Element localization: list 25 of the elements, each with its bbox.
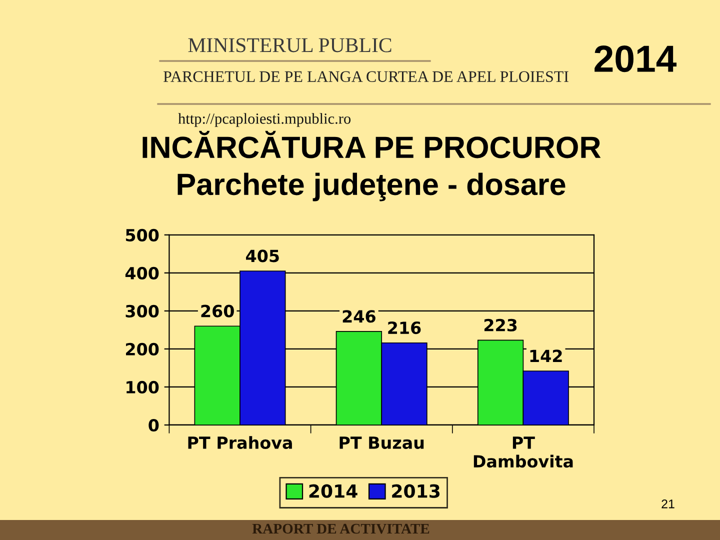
legend-label: 2013	[392, 484, 440, 498]
y-tick-label: 200	[126, 342, 159, 356]
y-tick-label: 0	[148, 418, 159, 432]
text: MINISTERUL PUBLIC	[188, 38, 392, 52]
chart-title: INCĂRCĂTURA PE PROCUROR	[142, 130, 601, 158]
x-tick-label: PT Buzau	[340, 436, 424, 449]
text: 2014	[594, 46, 677, 72]
text: PARCHETUL DE PE LANGA CURTEA DE APEL PLOIESTI	[164, 71, 568, 82]
y-tick-label: 300	[126, 304, 159, 318]
data-label: 223	[484, 318, 517, 332]
x-tick-label: PT Dambovita	[474, 436, 573, 468]
y-tick-label: 500	[126, 228, 159, 242]
y-tick-label: 400	[125, 266, 159, 280]
legend-label: 2014	[309, 484, 358, 498]
text: http://pcaploiesti.mpublic.ro	[178, 113, 351, 127]
data-label: 216	[388, 321, 421, 334]
data-label: 405	[246, 250, 279, 262]
chart-subtitle: Parchete judeţene - dosare	[178, 172, 566, 202]
text: RAPORT DE ACTIVITATE	[252, 524, 430, 534]
y-tick-label: 100	[126, 380, 159, 394]
data-label: 142	[530, 350, 562, 362]
text: 21	[662, 500, 674, 508]
data-label: 260	[201, 304, 234, 318]
x-tick-label: PT Prahova	[188, 436, 292, 449]
data-label: 246	[342, 310, 376, 323]
